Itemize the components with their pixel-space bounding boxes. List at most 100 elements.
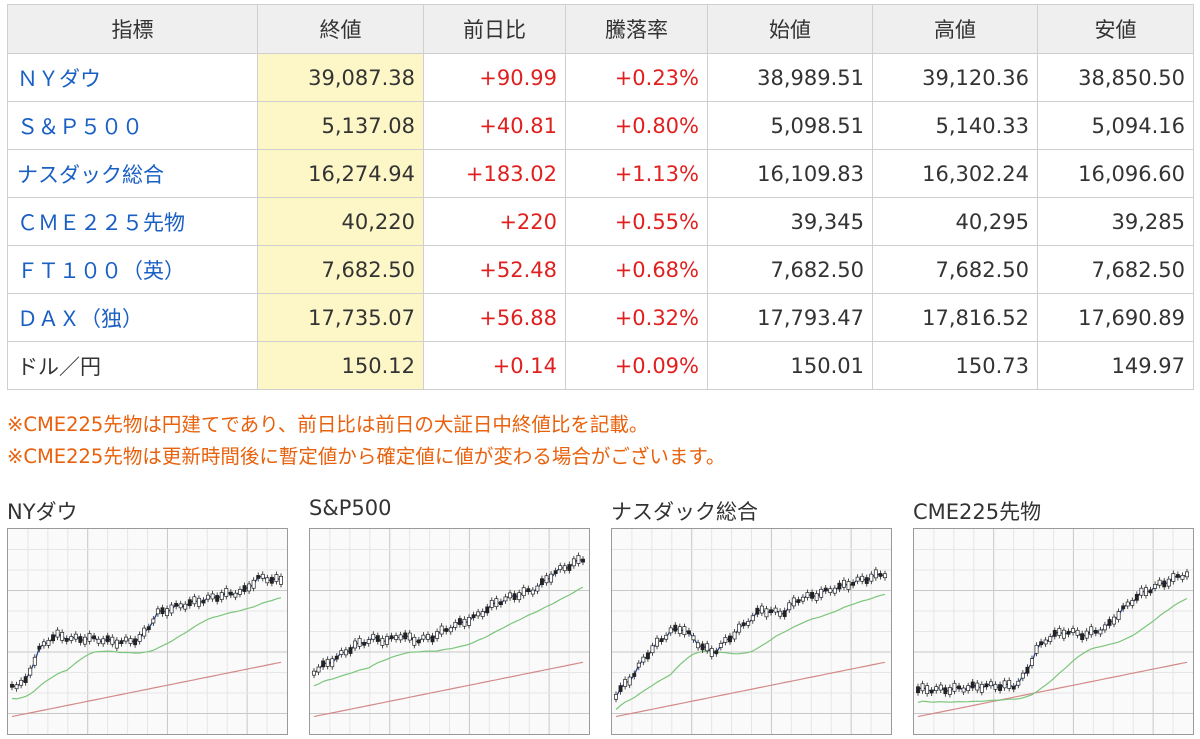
candle-body <box>201 599 206 604</box>
index-name-usdjpy: ドル／円 <box>7 341 258 390</box>
candle-body <box>407 632 412 641</box>
table-row: ＦＴ１００（英） 7,682.50 +52.48 +0.68% 7,682.50… <box>7 245 1194 294</box>
moving-average-short-line <box>313 558 584 674</box>
chart-sp500[interactable] <box>309 528 590 735</box>
open-value: 5,098.51 <box>707 101 873 150</box>
candle-body <box>864 577 869 584</box>
index-link-dax[interactable]: ＤＡＸ（独） <box>7 293 258 342</box>
candle-body <box>10 683 14 688</box>
candle-body <box>925 685 930 695</box>
candle-body <box>759 605 764 614</box>
candle-body <box>412 636 417 646</box>
candle-body <box>1007 680 1012 689</box>
candle-body <box>696 642 701 649</box>
index-link-sp500[interactable]: Ｓ＆Ｐ５００ <box>7 101 258 150</box>
candle-body <box>494 598 499 608</box>
candle-body <box>673 624 678 632</box>
candle-body <box>544 575 549 584</box>
candle-body <box>581 558 585 563</box>
candle-body <box>636 662 641 668</box>
change-value: +0.14 <box>423 341 566 390</box>
candle-body <box>114 639 119 649</box>
candle-body <box>1061 629 1066 639</box>
candle-body <box>846 581 851 590</box>
index-link-ft100[interactable]: ＦＴ１００（英） <box>7 245 258 294</box>
candle-body <box>947 687 952 695</box>
candle-body <box>627 676 632 686</box>
candle-body <box>105 635 110 643</box>
candle-body <box>1025 666 1030 674</box>
index-link-cme225[interactable]: ＣＭＥ２２５先物 <box>7 197 258 246</box>
chart-plot <box>612 529 891 734</box>
candle-body <box>750 615 755 622</box>
candle-body <box>1093 629 1098 634</box>
candle-body <box>251 579 256 589</box>
candle-body <box>1034 644 1039 654</box>
candle-body <box>384 636 389 645</box>
high-value: 39,120.36 <box>872 53 1038 102</box>
table-row: ナスダック総合 16,274.94 +183.02 +1.13% 16,109.… <box>7 149 1194 198</box>
candle-body <box>837 582 842 590</box>
candle-body <box>398 634 403 641</box>
chart-cme225[interactable] <box>913 528 1194 735</box>
candle-body <box>260 573 265 579</box>
candle-body <box>476 611 481 617</box>
moving-average-mid-line <box>313 586 584 687</box>
open-value: 150.01 <box>707 341 873 390</box>
candle-body <box>430 635 435 643</box>
change-value: +183.02 <box>423 149 566 198</box>
candle-body <box>1016 680 1021 686</box>
candle-body <box>380 638 385 646</box>
candle-body <box>512 593 517 600</box>
candle-body <box>796 599 801 603</box>
moving-average-long-line <box>11 661 282 718</box>
candle-body <box>453 621 458 628</box>
chart-ny-dow[interactable] <box>7 528 288 735</box>
close-value: 40,220 <box>257 197 424 246</box>
candle-body <box>1125 601 1130 607</box>
candle-body <box>773 607 778 613</box>
candle-body <box>316 666 321 673</box>
candle-body <box>480 611 485 617</box>
index-link-nasdaq[interactable]: ナスダック総合 <box>7 149 258 198</box>
table-row: ＮＹダウ 39,087.38 +90.99 +0.23% 38,989.51 3… <box>7 53 1194 102</box>
candle-body <box>457 618 462 625</box>
candle-body <box>655 637 659 647</box>
candle-body <box>755 607 760 615</box>
candle-body <box>133 638 138 646</box>
candle-body <box>1139 587 1144 596</box>
candle-body <box>330 658 335 668</box>
table-row: ＣＭＥ２２５先物 40,220 +220 +0.55% 39,345 40,29… <box>7 197 1194 246</box>
candle-body <box>124 636 128 642</box>
candle-body <box>650 645 655 654</box>
candle-body <box>14 684 19 690</box>
candle-body <box>984 683 989 688</box>
candle-body <box>343 649 348 656</box>
candle-body <box>787 602 792 611</box>
chart-title-sp500: S&P500 <box>309 496 392 520</box>
high-value: 40,295 <box>872 197 1038 246</box>
candle-body <box>975 682 980 691</box>
candle-body <box>269 576 274 584</box>
open-value: 17,793.47 <box>707 293 873 342</box>
candle-body <box>540 578 544 586</box>
index-link-ny-dow[interactable]: ＮＹダウ <box>7 53 258 102</box>
candle-body <box>526 588 531 593</box>
candle-body <box>952 682 957 692</box>
candle-body <box>321 660 326 668</box>
low-value: 38,850.50 <box>1037 53 1194 102</box>
candle-body <box>883 573 887 579</box>
candle-body <box>1166 578 1171 587</box>
candle-body <box>242 585 247 592</box>
candle-body <box>174 603 179 607</box>
chart-nasdaq[interactable] <box>611 528 892 735</box>
candle-body <box>855 576 860 582</box>
candle-body <box>869 573 874 582</box>
candle-body <box>810 591 815 599</box>
note-provisional-value: ※CME225先物は更新時間後に暫定値から確定値に値が変わる場合がございます。 <box>7 445 726 468</box>
candle-body <box>1057 628 1062 636</box>
candle-body <box>82 636 87 645</box>
candle-body <box>362 641 367 646</box>
low-value: 17,690.89 <box>1037 293 1194 342</box>
candle-body <box>664 634 669 640</box>
